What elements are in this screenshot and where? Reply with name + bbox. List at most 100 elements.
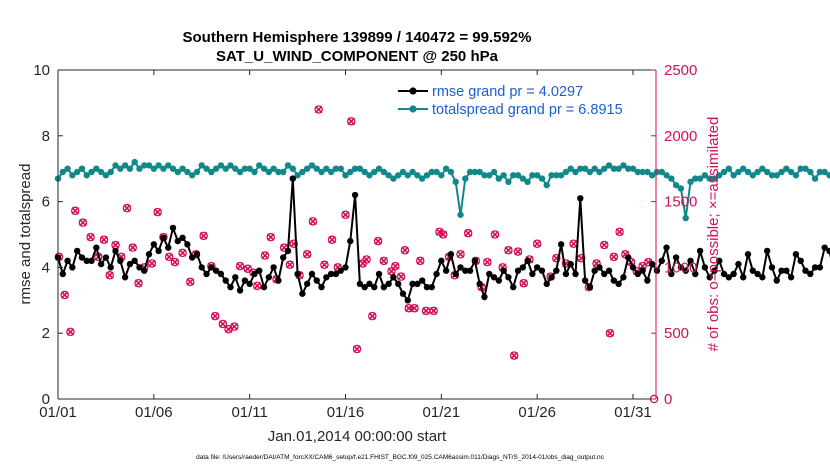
obs-assimilated-marker [606,329,614,337]
obs-possible-marker [66,327,75,337]
totalspread-point [447,168,455,176]
obs-assimilated-marker [422,307,430,315]
rmse-point [59,270,66,278]
rmse-point [711,267,718,274]
rmse-point [802,267,809,274]
totalspread-point [265,168,273,176]
rmse-point [193,251,201,258]
obs-possible-marker [609,252,619,262]
totalspread-point [462,175,469,182]
obs-assimilated-marker [71,207,80,215]
obs-assimilated-marker [491,230,499,239]
rmse-point [97,260,105,268]
rmse-point [658,257,665,265]
totalspread-point [174,168,181,176]
obs-possible-marker [429,306,438,316]
obs-assimilated-marker [347,117,356,126]
totalspread-point [792,172,800,179]
totalspread-point [318,168,325,176]
legend-rmse-marker [409,87,417,95]
rmse-point [188,254,196,261]
rmse-point [93,244,100,251]
rmse-point [347,237,354,245]
obs-assimilated-marker [178,249,187,257]
x-tick-label: 01/31 [614,404,652,421]
totalspread-point [337,165,344,172]
rmse-point [332,270,340,278]
rmse-point [601,270,608,278]
rmse-point [351,191,359,199]
rmse-point [634,270,641,278]
obs-possible-marker [352,344,362,354]
obs-possible-marker [170,257,180,267]
totalspread-point [217,162,225,169]
obs-possible-marker [577,253,586,263]
x-tick-label: 01/26 [518,404,556,421]
totalspread-point [414,172,421,179]
obs-assimilated-marker [569,239,578,248]
rmse-point [256,267,263,274]
rmse-point [184,241,191,248]
legend-spread-label: totalspread grand pr = 6.8915 [432,102,623,118]
obs-assimilated-marker [314,105,323,114]
obs-possible-marker [532,239,542,248]
rmse-point [749,267,756,274]
rmse-point [141,267,148,274]
totalspread-point [385,172,392,179]
rmse-point [725,274,733,281]
rmse-point [299,290,306,297]
totalspread-point [783,165,790,172]
totalspread-point [141,162,148,169]
rmse-point [102,254,110,261]
totalspread-point [284,162,292,169]
totalspread-point [730,172,737,179]
totalspread-point [720,168,728,176]
obs-possible-marker [605,328,615,338]
rmse-point [112,247,119,255]
obs-assimilated-marker [362,255,371,264]
totalspread-point [510,172,517,179]
totalspread-point [802,165,809,172]
y-right-tick-label: 1500 [664,194,697,211]
rmse-point [275,277,282,284]
obs-assimilated-marker [153,208,162,216]
rmse-point [342,264,349,271]
obs-possible-marker [391,261,400,271]
totalspread-point [351,165,359,172]
rmse-point [260,283,268,291]
totalspread-point [677,185,685,192]
rmse-point [145,251,153,258]
rmse-point [414,280,421,288]
totalspread-point [711,175,718,182]
totalspread-point [361,168,368,176]
rmse-point [754,270,761,278]
rmse-point [375,270,383,278]
rmse-point [327,270,335,278]
totalspread-point [126,165,134,172]
totalspread-point [687,178,694,186]
totalspread-point [270,165,277,172]
x-axis-label: Jan.01,2014 00:00:00 start [268,428,447,445]
totalspread-point [735,168,742,176]
totalspread-point [299,168,306,176]
rmse-point [457,264,464,271]
totalspread-point [744,168,752,176]
y-left-tick-label: 2 [42,325,50,342]
chart-title-line2: SAT_U_WIND_COMPONENT @ 250 hPa [216,48,499,65]
totalspread-point [701,172,709,179]
rmse-point [744,251,752,258]
obs-possible-marker [415,256,425,266]
rmse-point [648,260,656,268]
totalspread-point [706,175,713,182]
obs-assimilated-marker [387,267,396,276]
obs-assimilated-marker [610,253,618,261]
data-file-footnote: data file: /Users/raeder/DAI/ATM_forcXX/… [196,454,605,461]
obs-assimilated-marker [533,239,541,248]
obs-assimilated-marker [401,246,409,255]
rmse-point [126,260,134,268]
totalspread-point [64,165,71,172]
rmse-point [768,264,776,271]
rmse-point [821,244,828,251]
obs-possible-marker [164,252,174,262]
obs-assimilated-marker [165,253,173,261]
